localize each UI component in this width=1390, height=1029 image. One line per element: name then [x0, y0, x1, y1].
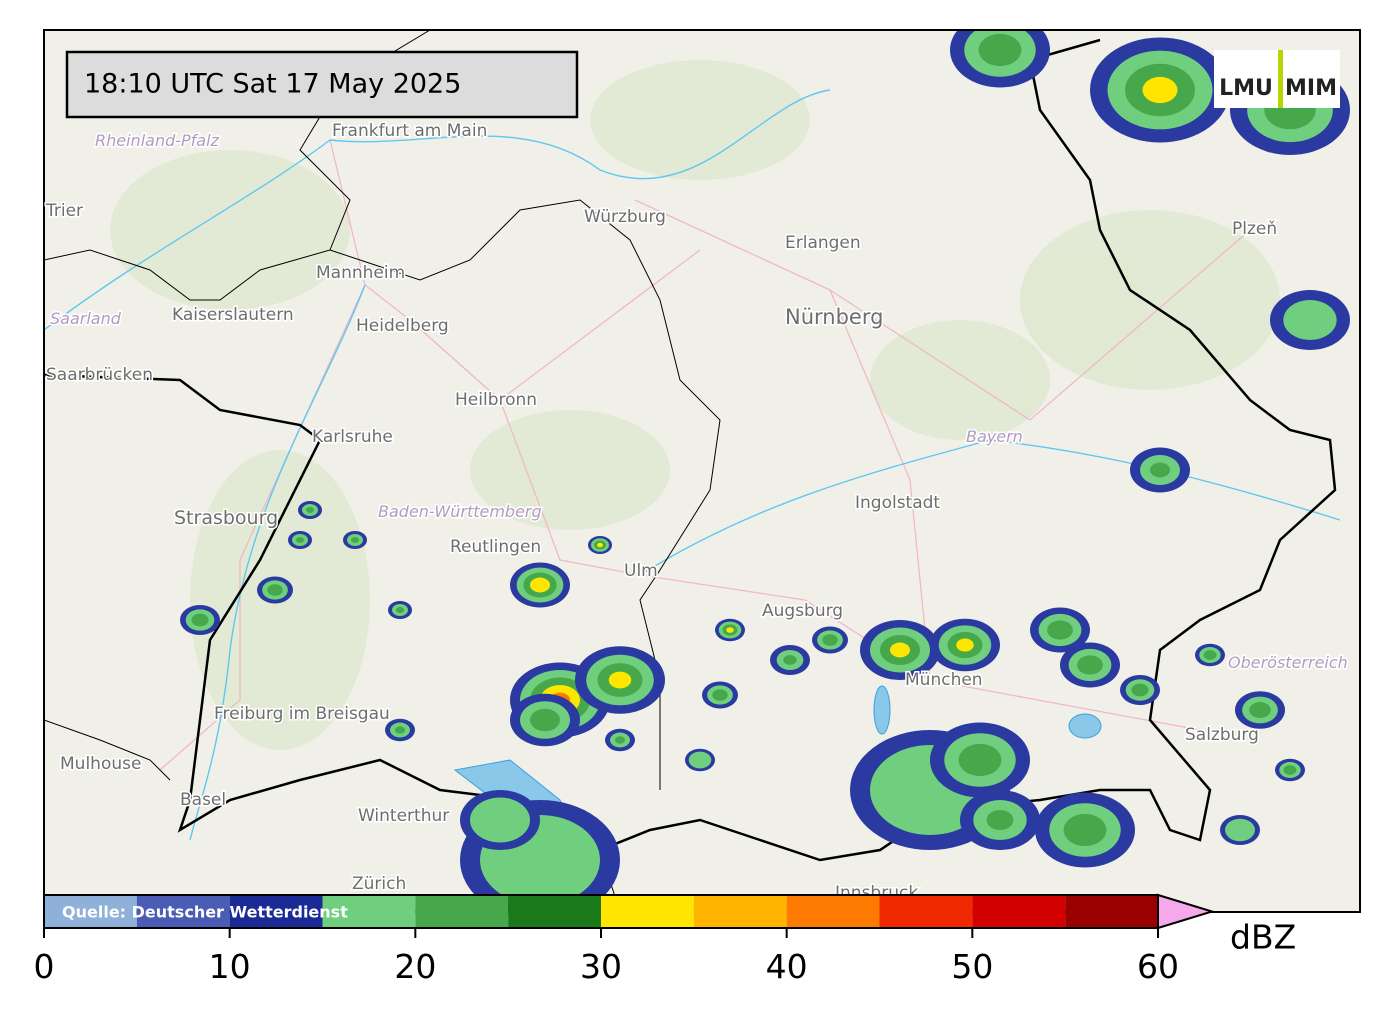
radar-echo [530, 577, 550, 593]
colorbar-tick-label: 50 [951, 947, 993, 986]
city-label: Strasbourg [174, 507, 278, 529]
radar-echo [978, 33, 1022, 67]
radar-echo [191, 613, 209, 627]
region-label: Baden-Württemberg [378, 502, 542, 521]
city-label: Erlangen [785, 233, 861, 253]
logo-text: MIM [1285, 76, 1337, 101]
colorbar-segment [322, 895, 416, 928]
colorbar: Quelle: Deutscher Wetterdienst 0 10 20 30 40 5… [34, 893, 1216, 986]
colorbar-segment [1065, 895, 1158, 928]
radar-echo [597, 542, 603, 548]
city-label: Zürich [352, 874, 406, 894]
timestamp-box [65, 50, 579, 119]
city-label: Saarbrücken [46, 365, 153, 385]
colorbar-segment [229, 895, 323, 928]
city-label: Winterthur [358, 806, 449, 826]
colorbar-tick-label: 10 [209, 947, 251, 986]
radar-echo [1047, 620, 1073, 640]
region-label: Rheinland-Pfalz [95, 131, 220, 150]
colorbar-segment [508, 895, 601, 928]
radar-echo [890, 642, 910, 658]
colorbar-segment [44, 895, 137, 928]
radar-echo [296, 537, 304, 543]
colorbar-tick-label: 40 [766, 947, 808, 986]
radar-echo [267, 584, 283, 596]
city-label: Heilbronn [455, 390, 537, 410]
radar-echo [1230, 822, 1250, 838]
colorbar-segment [415, 895, 509, 928]
radar-echo [306, 507, 314, 513]
city-label: Ingolstadt [855, 493, 940, 513]
radar-echo [783, 655, 797, 665]
radar-echo [396, 607, 404, 613]
logo-text: LMU [1219, 76, 1273, 101]
radar-echo [712, 689, 728, 701]
colorbar-segment [693, 895, 787, 928]
logo: LMU MIM [1214, 50, 1340, 108]
colorbar-segment [879, 895, 973, 928]
radar-echo [1077, 655, 1103, 675]
radar-echo [986, 810, 1014, 830]
city-label: Plzeň [1232, 219, 1277, 239]
radar-echo [615, 736, 625, 744]
colorbar-tick-label: 0 [34, 947, 55, 986]
radar-echo [395, 726, 405, 734]
colorbar-segment [601, 895, 694, 928]
region-label: Saarland [50, 309, 122, 328]
radar-echo [608, 671, 632, 689]
radar-echo [726, 627, 734, 633]
city-label: Trier [45, 201, 83, 221]
colorbar-unit: dBZ [1230, 918, 1296, 957]
radar-echo [692, 754, 708, 766]
city-label: Freiburg im Breisgau [214, 704, 390, 724]
colorbar-segment [972, 895, 1066, 928]
city-label: Salzburg [1185, 725, 1259, 745]
radar-echoes [180, 30, 1350, 912]
colorbar-tick-label: 30 [580, 947, 622, 986]
colorbar-source: Quelle: Deutscher Wetterdienst [62, 903, 348, 922]
map [44, 30, 1360, 912]
forest [110, 60, 1280, 750]
city-label: Karlsruhe [312, 427, 393, 447]
colorbar-tick-label: 60 [1137, 947, 1179, 986]
city-label: Mulhouse [60, 754, 141, 774]
colorbar-tick-label: 20 [394, 947, 436, 986]
colorbar-segment [786, 895, 880, 928]
radar-echo [351, 537, 359, 543]
radar-echo [956, 638, 974, 652]
timestamp: 18:10 UTC Sat 17 May 2025 [84, 69, 461, 100]
radar-echo [1131, 683, 1149, 697]
map-labels: Frankfurt am Main Trier Rheinland-Pfalz … [44, 120, 1350, 905]
city-label: Augsburg [762, 601, 843, 621]
radar-echo [1249, 701, 1271, 719]
city-label: Mannheim [316, 263, 405, 283]
city-label: Ulm [624, 561, 658, 581]
region-label: Oberösterreich [1228, 653, 1348, 672]
region-label: Bayern [966, 427, 1023, 446]
radar-echo [822, 634, 838, 646]
city-label: Würzburg [584, 207, 666, 227]
radar-echo [1150, 462, 1170, 478]
city-label: München [905, 670, 983, 690]
radar-echo [480, 805, 520, 835]
radar-echo [958, 743, 1002, 777]
radar-echo [1283, 300, 1337, 340]
city-label: Reutlingen [450, 537, 541, 557]
rivers [44, 89, 1341, 841]
city-label: Kaiserslautern [172, 305, 294, 325]
radar-echo [1283, 765, 1297, 775]
radar-echo [1142, 76, 1178, 104]
city-label: Frankfurt am Main [332, 121, 487, 141]
city-label: Basel [180, 790, 226, 810]
city-label: Nürnberg [785, 305, 883, 329]
radar-echo [1203, 650, 1217, 660]
radar-echo [1063, 813, 1107, 847]
logo-divider [1278, 50, 1283, 108]
radar-echo [530, 708, 560, 732]
city-label: Heidelberg [356, 316, 449, 336]
colorbar-segment [136, 895, 230, 928]
logo-background [1214, 50, 1340, 108]
